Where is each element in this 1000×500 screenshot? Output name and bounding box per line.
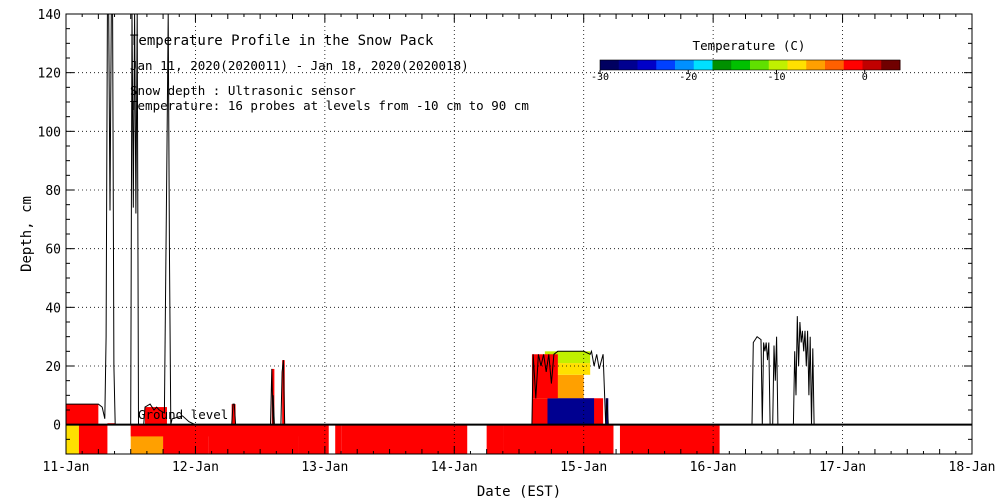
x-tick-label: 17-Jan xyxy=(819,460,866,475)
colorbar-tick-label: 0 xyxy=(862,72,868,83)
y-tick-label: 40 xyxy=(45,301,61,316)
y-tick-label: 0 xyxy=(53,419,61,434)
colorbar-cell xyxy=(806,60,826,70)
colorbar-cell xyxy=(750,60,770,70)
x-tick-label: 12-Jan xyxy=(172,460,219,475)
colorbar-cell xyxy=(618,60,638,70)
colorbar-tick-label: -20 xyxy=(679,72,697,83)
colorbar-cell xyxy=(843,60,863,70)
x-tick-label: 13-Jan xyxy=(301,460,348,475)
colorbar-cell xyxy=(656,60,676,70)
y-axis: 0 20 40 60 80 100 120 140 xyxy=(38,8,972,455)
y-tick-label: 140 xyxy=(38,8,61,23)
temperature-block xyxy=(208,424,299,454)
colorbar-tick-label: -10 xyxy=(767,72,785,83)
colorbar-cell xyxy=(768,60,788,70)
snow-depth-line xyxy=(66,13,815,426)
temperature-block xyxy=(619,424,720,454)
note-temperature: Temperature: 16 probes at levels from -1… xyxy=(130,98,529,113)
colorbar-cell xyxy=(637,60,657,70)
colorbar-cells xyxy=(599,59,901,71)
y-tick-label: 100 xyxy=(38,125,61,140)
colorbar-cell xyxy=(862,60,882,70)
snow-depth-series xyxy=(66,13,815,426)
temperature-block xyxy=(547,398,595,425)
temperature-block xyxy=(341,424,468,454)
chart-subtitle: Jan 11, 2020(2020011) - Jan 18, 2020(202… xyxy=(130,58,469,73)
y-tick-label: 20 xyxy=(45,360,61,375)
temperature-block xyxy=(335,424,342,454)
temperature-block xyxy=(66,404,99,425)
temperature-colorbar: Temperature (C) -30 -20 -10 0 xyxy=(591,38,901,83)
chart-title: Temperature Profile in the Snow Pack xyxy=(130,33,434,49)
x-tick-label: 15-Jan xyxy=(560,460,607,475)
colorbar-cell xyxy=(693,60,713,70)
temperature-block xyxy=(486,424,504,454)
colorbar-cell xyxy=(731,60,751,70)
temperature-block xyxy=(282,360,285,425)
plot-frame xyxy=(65,13,973,455)
colorbar-cell xyxy=(825,60,845,70)
temperature-block xyxy=(163,430,209,454)
y-axis-label: Depth, cm xyxy=(19,196,35,272)
colorbar-cell xyxy=(881,60,901,70)
colorbar-ticks: -30 -20 -10 0 xyxy=(591,70,868,83)
temperature-block xyxy=(78,424,108,454)
temperature-block xyxy=(298,424,329,454)
colorbar-cell xyxy=(712,60,732,70)
temperature-block xyxy=(605,398,609,425)
temperature-block xyxy=(503,424,614,454)
x-tick-label: 18-Jan xyxy=(949,460,996,475)
x-axis: 11-Jan 12-Jan 13-Jan 14-Jan 15-Jan 16-Jan 17-J… xyxy=(43,14,996,475)
colorbar-cell xyxy=(675,60,695,70)
note-snow-depth: Snow depth : Ultrasonic sensor xyxy=(130,83,356,98)
colorbar-title: Temperature (C) xyxy=(693,38,806,53)
grid-lines xyxy=(66,14,972,454)
y-tick-label: 120 xyxy=(38,67,61,82)
x-axis-label: Date (EST) xyxy=(477,484,561,500)
temperature-block xyxy=(66,424,79,454)
temperature-block xyxy=(542,363,591,375)
x-tick-label: 11-Jan xyxy=(43,460,90,475)
x-tick-label: 14-Jan xyxy=(431,460,478,475)
ground-level-label: Ground level xyxy=(138,407,228,422)
y-tick-label: 60 xyxy=(45,243,61,258)
temperature-block xyxy=(544,351,591,364)
colorbar-cell xyxy=(787,60,807,70)
colorbar-tick-label: -30 xyxy=(591,72,609,83)
temperature-block xyxy=(231,404,236,425)
colorbar-cell xyxy=(600,60,620,70)
colorbar-frame xyxy=(599,59,901,71)
x-tick-label: 16-Jan xyxy=(690,460,737,475)
y-tick-label: 80 xyxy=(45,184,61,199)
